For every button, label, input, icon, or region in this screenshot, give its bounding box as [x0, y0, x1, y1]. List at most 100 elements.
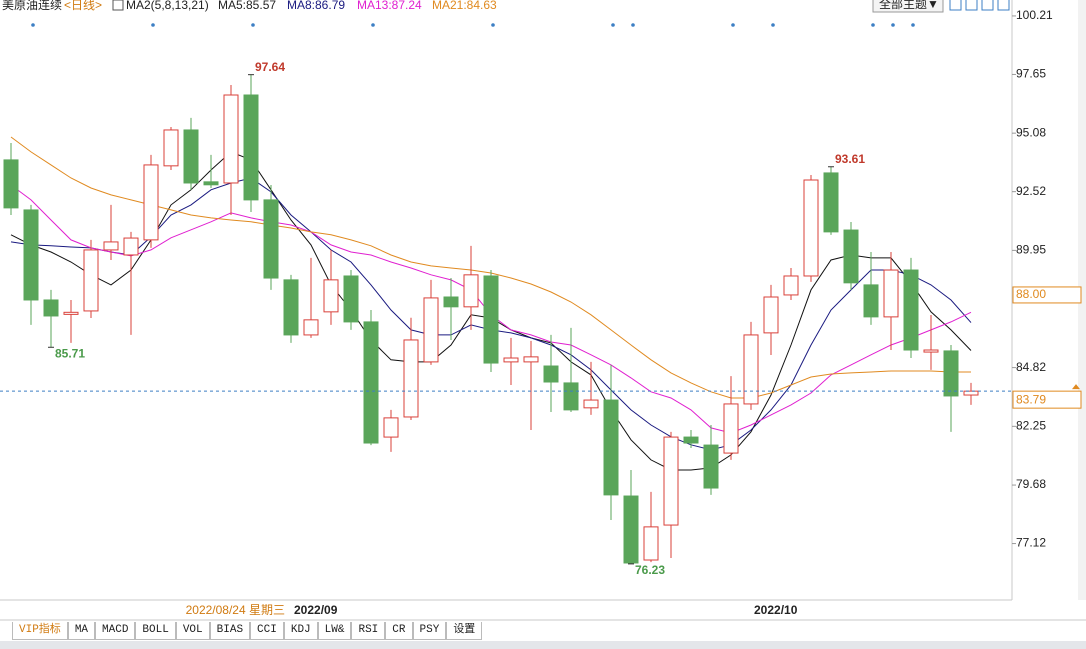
indicator: MA2(5,8,13,21) — [126, 0, 209, 12]
ma-label: MA21:84.63 — [432, 0, 497, 12]
symbol: 美原油连续 — [2, 0, 62, 12]
candle-body — [763, 296, 779, 334]
candle-body — [163, 129, 179, 167]
candle-body — [683, 436, 699, 444]
theme-button-label[interactable]: 全部主题▼ — [879, 0, 939, 11]
candle-body — [223, 94, 239, 184]
candle-body — [803, 179, 819, 277]
y-tick-label: 79.68 — [1016, 477, 1046, 491]
indicator-tab[interactable]: MACD — [95, 622, 136, 640]
candle-body — [843, 229, 859, 284]
indicator-tab[interactable]: 设置 — [446, 622, 483, 640]
indicator-tab[interactable]: CCI — [250, 622, 284, 640]
indicator-tab[interactable]: LW& — [317, 622, 352, 640]
candle-body — [603, 399, 619, 496]
tool-icon[interactable] — [997, 0, 1010, 11]
cursor-date-label: 2022/08/24 星期三 — [186, 603, 285, 617]
chart: 美原油连续 <日线> MA2(5,8,13,21) MA5:85.57 MA8:… — [0, 0, 1086, 622]
candle-body — [623, 495, 639, 564]
ma-label: MA5:85.57 — [218, 0, 276, 12]
marker-label: 88.00 — [1016, 287, 1046, 301]
ma-label: MA13:87.24 — [357, 0, 422, 12]
candle-body — [723, 403, 739, 454]
candle-body — [43, 299, 59, 317]
ma-label: MA8:86.79 — [287, 0, 345, 12]
candle-body — [443, 296, 459, 308]
indicator-tab[interactable]: KDJ — [283, 622, 318, 640]
indicator-tab[interactable]: CR — [385, 622, 413, 640]
candle-body — [523, 356, 539, 363]
candle-body — [203, 181, 219, 186]
indicator-tab[interactable]: VOL — [175, 622, 210, 640]
theme-button[interactable] — [872, 0, 944, 13]
y-tick-label: 77.12 — [1016, 536, 1046, 550]
candle-body — [823, 172, 839, 233]
period[interactable]: <日线> — [64, 0, 102, 12]
tool-icon[interactable] — [981, 0, 994, 11]
candle-body — [183, 129, 199, 184]
candle-body — [483, 275, 499, 364]
candle-body — [743, 334, 759, 405]
candle-body — [343, 275, 359, 323]
y-tick-label: 89.95 — [1016, 243, 1046, 257]
y-tick-label: 97.65 — [1016, 67, 1046, 81]
candle-body — [783, 275, 799, 296]
indicator-tab[interactable]: VIP指标 — [12, 622, 68, 640]
candle-body — [403, 339, 419, 418]
extreme-label: 85.71 — [55, 346, 85, 360]
candle-body — [703, 444, 719, 489]
y-tick-label: 100.21 — [1016, 8, 1053, 22]
candle-body — [143, 164, 159, 241]
indicator-icon[interactable] — [112, 0, 124, 11]
candle-body — [363, 321, 379, 444]
candle-body — [323, 279, 339, 313]
indicator-tab[interactable]: BIAS — [209, 622, 251, 640]
x-tick-label: 2022/09 — [294, 603, 338, 617]
candle-body — [103, 241, 119, 251]
candle-body — [663, 436, 679, 526]
candle-body — [943, 350, 959, 397]
y-tick-label: 92.52 — [1016, 184, 1046, 198]
scrollbar — [1078, 0, 1086, 600]
indicator-tab[interactable]: RSI — [351, 622, 386, 640]
candle-body — [423, 297, 439, 363]
tool-icon[interactable] — [949, 0, 962, 11]
indicator-tabs: VIP指标 MA MACD BOLL VOL BIAS CCI KDJ LW& RSI CR PSY 设… — [12, 622, 483, 640]
extreme-label: 93.61 — [835, 152, 865, 166]
indicator-tab[interactable]: PSY — [412, 622, 447, 640]
indicator-tab[interactable]: BOLL — [135, 622, 176, 640]
candle-body — [83, 249, 99, 312]
candle-body — [243, 94, 259, 201]
y-tick-label: 95.08 — [1016, 125, 1046, 139]
candle-body — [463, 274, 479, 308]
candle-body — [263, 199, 279, 279]
indicator-tab[interactable]: MA — [67, 622, 96, 640]
current-price-label: 83.79 — [1016, 392, 1046, 406]
candle-body — [863, 284, 879, 318]
candle-body — [383, 417, 399, 438]
status-bar — [0, 641, 1086, 649]
extreme-label: 97.64 — [255, 60, 285, 74]
candle-body — [63, 311, 79, 315]
candle-body — [543, 365, 559, 383]
candle-body — [923, 349, 939, 353]
candle-body — [283, 279, 299, 336]
candle-body — [883, 269, 899, 318]
candle-body — [643, 526, 659, 561]
candle-body — [563, 382, 579, 411]
y-tick-label: 84.82 — [1016, 360, 1046, 374]
candle-body — [303, 319, 319, 336]
marker-box — [1012, 286, 1082, 304]
candle-body — [963, 390, 979, 396]
candle-body — [123, 237, 139, 256]
background — [0, 0, 1086, 622]
event-dots — [31, 23, 915, 27]
extreme-label: 76.23 — [635, 563, 665, 577]
tool-icon[interactable] — [965, 0, 978, 11]
candle-body — [583, 399, 599, 409]
x-tick-label: 2022/10 — [754, 603, 798, 617]
candle-body — [903, 269, 919, 351]
current-price-arrow — [1072, 384, 1080, 390]
y-tick-label: 82.25 — [1016, 419, 1046, 433]
